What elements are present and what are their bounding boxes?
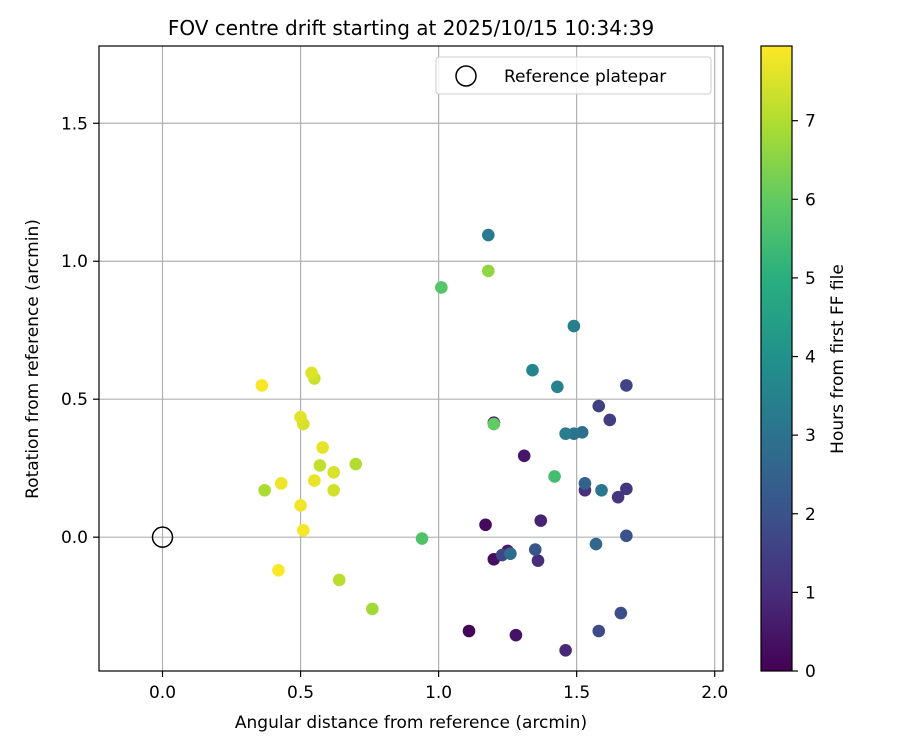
plot-frame	[98, 45, 724, 672]
x-tick-label: 0.5	[287, 683, 314, 703]
data-point	[274, 477, 288, 490]
data-point	[567, 319, 581, 333]
data-point	[305, 366, 318, 380]
data-point	[297, 523, 310, 537]
data-point	[316, 441, 329, 454]
data-point	[272, 563, 285, 577]
data-point	[551, 380, 564, 394]
legend-box	[435, 56, 712, 95]
chart-title: FOV centre drift starting at 2025/10/15 …	[168, 16, 654, 40]
x-tick-label: 1.0	[425, 683, 452, 703]
data-point	[589, 537, 603, 551]
legend-reference-marker	[455, 65, 477, 87]
x-tick-label: 0.0	[149, 683, 176, 703]
data-point	[308, 474, 321, 487]
data-point	[509, 628, 523, 642]
y-axis-label: Rotation from reference (arcmin)	[23, 219, 43, 499]
data-point	[332, 573, 346, 587]
data-point	[595, 483, 608, 497]
data-point	[366, 602, 379, 616]
colorbar-gradient	[760, 45, 793, 672]
data-point	[255, 379, 269, 392]
data-point	[531, 554, 545, 567]
reference-layer	[151, 526, 174, 548]
x-tick-label: 1.5	[563, 683, 590, 703]
colorbar: 0 1 2 3 4 5 6 7 Hours from first FF file	[760, 45, 848, 682]
reference-platepar-marker	[151, 526, 174, 548]
y-tick-label: 1.5	[61, 114, 88, 134]
data-point	[620, 379, 633, 392]
data-point	[294, 410, 307, 424]
colorbar-tick-label: 2	[805, 505, 816, 525]
x-axis-label: Angular distance from reference (arcmin)	[235, 713, 587, 733]
x-axis-ticks: 0.0 0.5 1.0 1.5 2.0	[149, 671, 728, 703]
colorbar-tick-label: 1	[805, 583, 816, 603]
colorbar-tick-label: 7	[805, 112, 816, 132]
data-point	[482, 264, 495, 278]
data-point	[487, 417, 501, 431]
data-point	[349, 457, 363, 471]
y-tick-label: 1.0	[61, 252, 88, 272]
y-tick-label: 0.0	[61, 528, 88, 548]
legend-label: Reference platepar	[504, 67, 666, 87]
y-tick-label: 0.5	[61, 390, 88, 410]
data-point	[620, 529, 633, 543]
colorbar-tick-label: 3	[805, 426, 816, 446]
data-point	[548, 470, 561, 483]
data-point	[517, 449, 531, 463]
data-point	[482, 228, 495, 242]
data-point	[528, 543, 542, 556]
data-point	[415, 532, 429, 545]
data-point	[313, 459, 327, 472]
data-points	[255, 228, 633, 657]
y-axis-ticks: 0.0 0.5 1.0 1.5	[61, 114, 99, 548]
data-point	[435, 281, 448, 294]
data-point	[578, 477, 592, 490]
colorbar-tick-label: 6	[805, 190, 816, 210]
colorbar-ticks: 0 1 2 3 4 5 6 7	[792, 112, 816, 682]
grid	[99, 46, 723, 671]
colorbar-tick-label: 5	[805, 269, 816, 289]
data-point	[479, 518, 492, 532]
data-point	[592, 624, 606, 638]
colorbar-tick-label: 0	[805, 662, 816, 682]
data-point	[534, 514, 548, 527]
colorbar-tick-label: 4	[805, 348, 816, 368]
legend: Reference platepar	[435, 56, 712, 95]
data-point	[614, 606, 628, 620]
data-point	[258, 483, 271, 497]
data-point	[526, 363, 539, 377]
data-point	[504, 547, 517, 561]
data-point	[294, 499, 307, 512]
data-point	[620, 482, 633, 496]
x-tick-label: 2.0	[701, 683, 728, 703]
data-point	[559, 644, 572, 657]
data-point	[327, 466, 340, 479]
data-point	[611, 490, 625, 504]
colorbar-label: Hours from first FF file	[828, 264, 848, 454]
data-point	[592, 399, 606, 413]
data-point	[559, 427, 572, 440]
data-point	[603, 413, 617, 427]
data-point	[462, 624, 476, 638]
data-point	[327, 483, 340, 497]
